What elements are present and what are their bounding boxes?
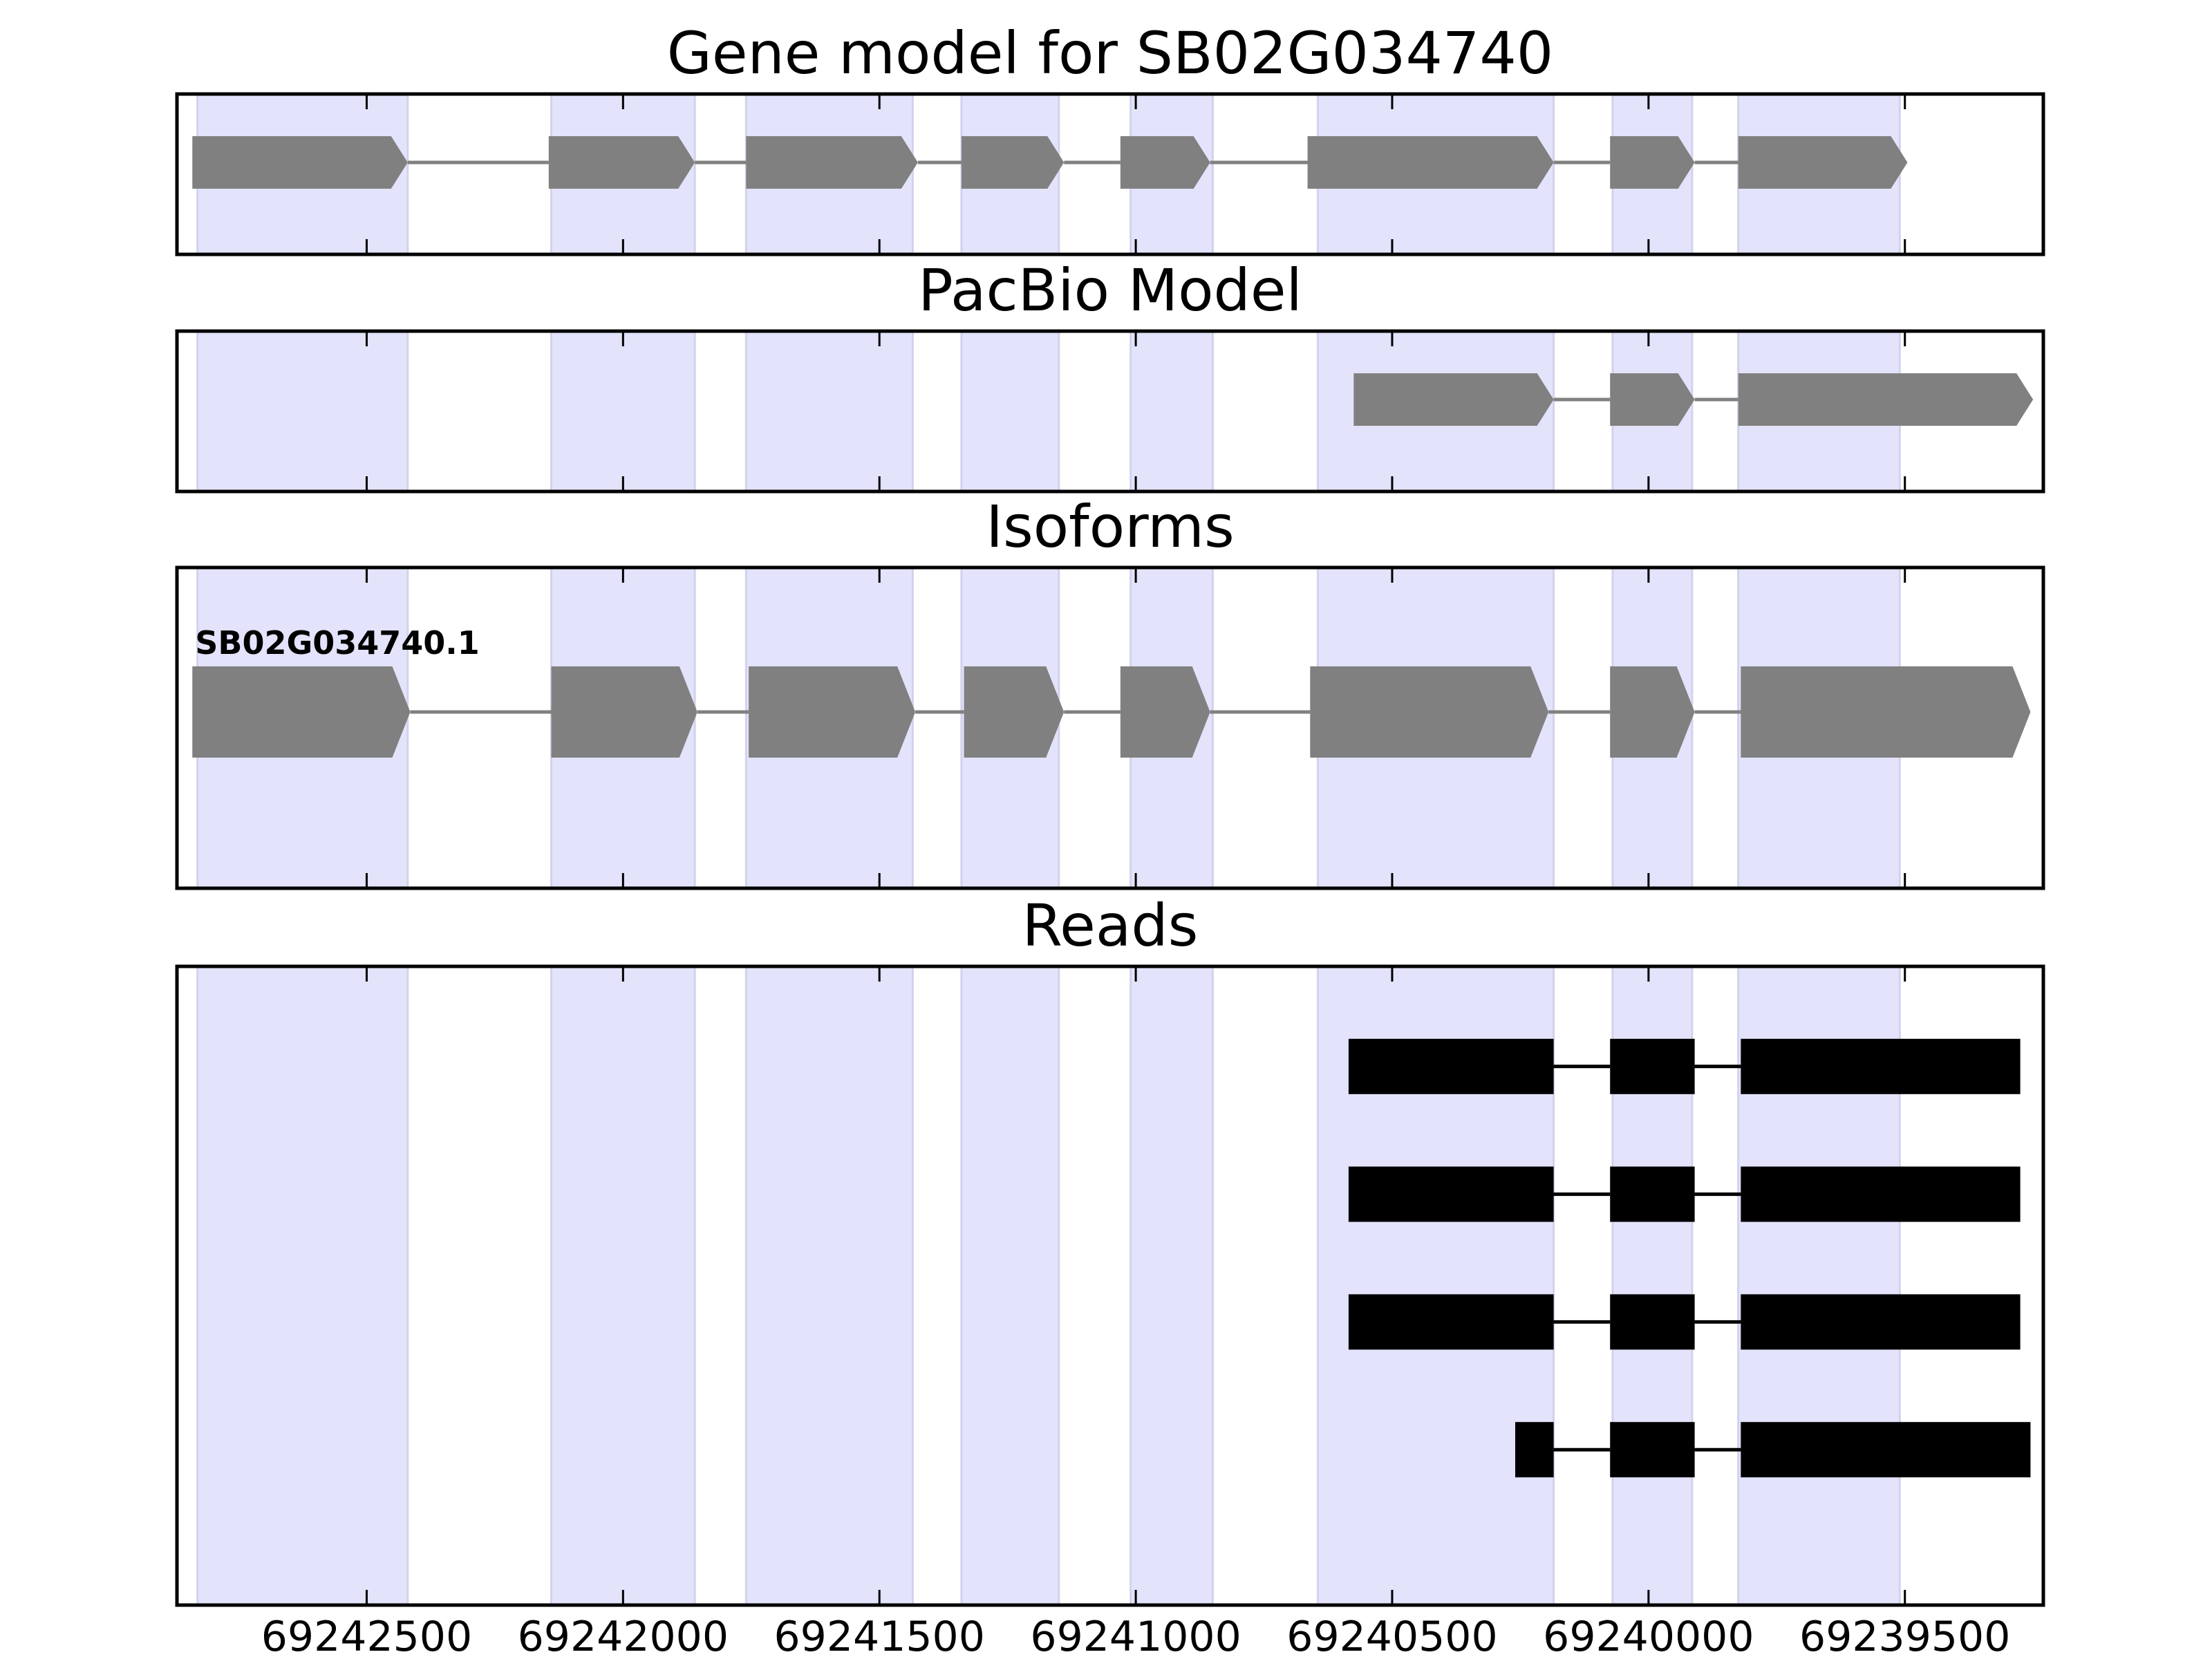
read-block <box>1741 1294 2021 1350</box>
transcript-track: SB02G034740.1 <box>192 624 2031 758</box>
exon-highlight-region <box>550 965 696 1606</box>
x-tick-label: 69241000 <box>1030 1613 1241 1659</box>
panel-title: Gene model for SB02G034740 <box>667 19 1553 87</box>
read-track <box>1348 1038 2021 1094</box>
exon-highlight-region <box>960 330 1060 493</box>
exon-arrow <box>192 666 411 758</box>
exon-highlight-region <box>196 965 409 1606</box>
x-tick-label: 69241500 <box>774 1613 985 1659</box>
exon-arrow <box>1610 666 1695 758</box>
panel-title: Isoforms <box>986 493 1235 561</box>
exon-arrow <box>1610 136 1695 189</box>
exon-highlight-region <box>550 330 696 493</box>
x-tick-label: 69242500 <box>261 1613 472 1659</box>
exon-arrow <box>749 666 916 758</box>
panel-frame <box>175 964 2045 1607</box>
read-block <box>1741 1422 2031 1478</box>
exon-arrow <box>1738 136 1908 189</box>
read-block <box>1741 1038 2021 1094</box>
read-block <box>1610 1294 1695 1350</box>
exon-arrow <box>1307 136 1554 189</box>
read-block <box>1515 1422 1554 1478</box>
exon-highlight-region <box>196 330 409 493</box>
read-block <box>1610 1038 1695 1094</box>
isoform-label: SB02G034740.1 <box>195 624 479 662</box>
exon-arrow <box>964 666 1065 758</box>
panel-frame <box>175 92 2045 256</box>
panel-2: Isoforms SB02G034740.1 <box>175 493 2045 890</box>
exon-arrow <box>192 136 408 189</box>
exon-arrow <box>1120 136 1210 189</box>
read-track <box>1348 1294 2021 1350</box>
panel-3: Reads <box>175 892 2045 1607</box>
read-block <box>1610 1166 1695 1222</box>
panel-frame <box>175 329 2045 494</box>
read-block <box>1610 1422 1695 1478</box>
read-track <box>1348 1166 2021 1222</box>
exon-arrow <box>551 666 697 758</box>
exon-highlight-region <box>1130 965 1214 1606</box>
panel-1: PacBio Model <box>175 256 2045 494</box>
read-block <box>1348 1166 1554 1222</box>
panel-title: PacBio Model <box>918 256 1302 324</box>
exon-arrow <box>1610 373 1695 426</box>
transcript-track <box>1353 373 2034 426</box>
exon-arrow <box>1120 666 1210 758</box>
x-tick-label: 69240500 <box>1286 1613 1497 1659</box>
transcript-track <box>192 136 1908 189</box>
x-tick-label: 69242000 <box>518 1613 729 1659</box>
read-block <box>1741 1166 2021 1222</box>
panel-title: Reads <box>1022 892 1199 959</box>
x-tick-label: 69239500 <box>1799 1613 2010 1659</box>
panel-0: Gene model for SB02G034740 <box>175 19 2045 256</box>
read-track <box>1515 1422 2031 1478</box>
read-block <box>1348 1038 1554 1094</box>
exon-arrow <box>548 136 695 189</box>
exon-highlight-region <box>744 330 914 493</box>
x-tick-label: 69240000 <box>1543 1613 1754 1659</box>
exon-arrow <box>1738 373 2034 426</box>
exon-highlight-region <box>744 965 914 1606</box>
exon-highlight-region <box>960 965 1060 1606</box>
exon-arrow <box>961 136 1065 189</box>
panel-frame <box>175 565 2045 890</box>
exon-arrow <box>1310 666 1549 758</box>
exon-arrow <box>1741 666 2031 758</box>
exon-arrow <box>746 136 918 189</box>
exon-highlight-region <box>1130 330 1214 493</box>
read-block <box>1348 1294 1554 1350</box>
exon-arrow <box>1353 373 1554 426</box>
